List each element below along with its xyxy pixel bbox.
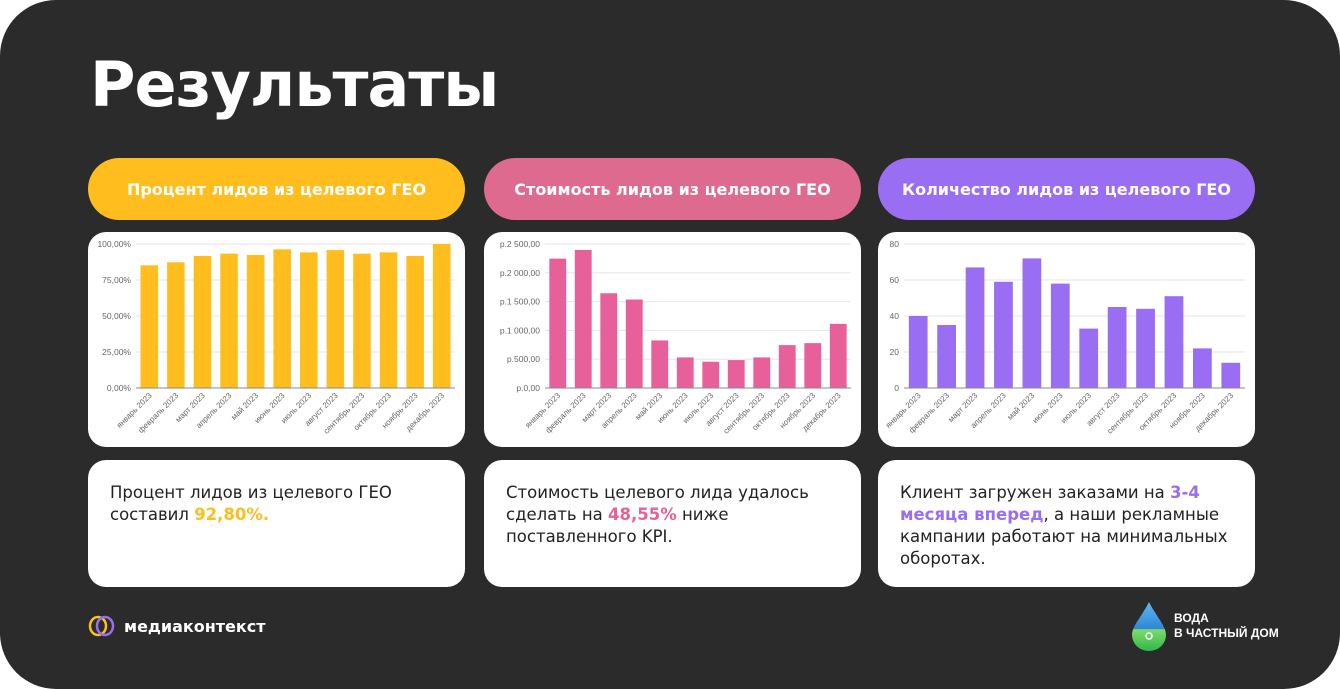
bar: [220, 253, 238, 388]
bar: [1079, 328, 1099, 388]
mediacontext-logo: медиаконтекст: [88, 614, 266, 638]
bar: [300, 252, 318, 388]
y-tick-label: 20: [890, 347, 900, 357]
bar: [167, 262, 185, 388]
bar: [193, 255, 212, 388]
chart-card-percent: 0,00% 25,00% 50,00% 75,00% 100,00% январь 202…: [88, 232, 465, 447]
bar: [406, 255, 424, 388]
y-tick-label: р.2 000,00: [500, 268, 540, 278]
pill-cost-leads: Стоимость лидов из целевого ГЕО: [484, 158, 861, 220]
bar: [353, 253, 371, 388]
bar: [549, 258, 567, 388]
y-tick-label: 50,00%: [102, 311, 131, 321]
pill-percent-leads: Процент лидов из целевого ГЕО: [88, 158, 465, 220]
bar: [1192, 348, 1212, 388]
chart-percent-leads: 0,00%25,00%50,00%75,00%100,00%январь 202…: [97, 239, 455, 436]
text-card-cost: Стоимость целевого лида удалось сделать …: [484, 460, 861, 587]
y-tick-label: 25,00%: [102, 347, 131, 357]
chart-card-cost: р.0,00 р.500,00 р.1 000,00 р.1 500,00 р.2 00…: [484, 232, 861, 447]
bar: [651, 340, 669, 388]
rings-icon: [88, 615, 115, 637]
y-tick-label: 0: [894, 383, 899, 393]
bar: [246, 254, 265, 388]
voda-logo: ВОДА В ЧАСТНЫЙ ДОМ: [1130, 600, 1279, 652]
summary-highlight: 92,80%.: [194, 505, 270, 524]
summary-text: Стоимость целевого лида удалось сделать …: [506, 483, 809, 524]
bar: [702, 361, 720, 388]
y-tick-label: 60: [890, 275, 900, 285]
bar: [804, 343, 822, 388]
bar: [908, 316, 928, 388]
bar: [727, 360, 745, 388]
y-tick-label: 75,00%: [102, 275, 131, 285]
bar: [273, 249, 291, 388]
bar: [600, 293, 618, 388]
summary-text: Клиент загружен заказами на: [900, 483, 1171, 502]
y-tick-label: р.1 500,00: [500, 297, 540, 307]
bar: [1022, 258, 1042, 388]
y-tick-label: 80: [890, 239, 900, 249]
bar: [676, 357, 694, 388]
bar: [1221, 362, 1241, 388]
bar: [1164, 296, 1184, 388]
y-tick-label: р.0,00: [516, 383, 540, 393]
bar: [829, 323, 847, 388]
y-tick-label: р.2 500,00: [500, 239, 540, 249]
bar: [140, 265, 159, 388]
y-tick-label: 40: [890, 311, 900, 321]
mediacontext-logo-text: медиаконтекст: [124, 616, 266, 636]
summary-highlight: 48,55%: [608, 505, 677, 524]
text-card-percent: Процент лидов из целевого ГЕО составил 9…: [88, 460, 465, 587]
page-title: Результаты: [90, 48, 499, 121]
bar: [753, 357, 771, 388]
text-card-count: Клиент загружен заказами на 3-4 месяца в…: [878, 460, 1255, 587]
y-tick-label: р.500,00: [507, 354, 540, 364]
chart-cost-leads: р.0,00 р.500,00 р.1 000,00 р.1 500,00 р.2 00…: [500, 239, 851, 436]
bar: [937, 325, 957, 388]
bar: [1107, 307, 1127, 388]
summary-highlight: 3-4 месяца вперед: [900, 483, 1200, 524]
bar: [965, 267, 985, 388]
voda-logo-line1: ВОДА: [1174, 611, 1209, 625]
summary-text-end: , а наши рекламные кампании работают на …: [900, 505, 1228, 568]
summary-text: Процент лидов из целевого ГЕО составил: [110, 483, 392, 524]
y-tick-label: 100,00%: [97, 239, 131, 249]
bar: [432, 244, 451, 388]
pill-count-leads: Количество лидов из целевого ГЕО: [878, 158, 1255, 220]
water-drop-icon: [1132, 602, 1166, 651]
bar: [778, 345, 796, 388]
bar: [574, 249, 592, 388]
voda-logo-line2: В ЧАСТНЫЙ ДОМ: [1174, 626, 1279, 640]
bar: [1050, 283, 1070, 388]
bar: [625, 299, 643, 388]
y-tick-label: 0,00%: [107, 383, 132, 393]
y-tick-label: р.1 000,00: [500, 325, 540, 335]
bar: [379, 252, 398, 388]
bar: [994, 281, 1013, 388]
bar: [326, 250, 345, 388]
chart-card-count: 0 20 40 60 80 январь 2023 февраль 2023 март 202…: [878, 232, 1255, 447]
bar: [1136, 308, 1155, 388]
summary-text-end: ниже поставленного KPI.: [506, 505, 729, 546]
